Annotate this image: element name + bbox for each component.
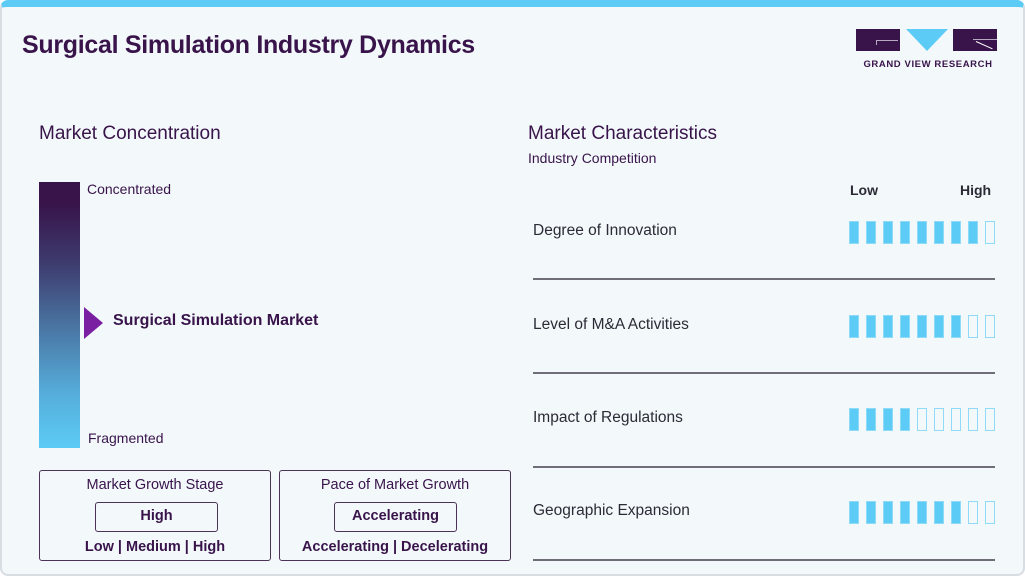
rating-segment-filled: [934, 501, 944, 524]
rating-segment-empty: [934, 408, 944, 431]
industry-competition-subtitle: Industry Competition: [528, 150, 657, 166]
growth-stage-title: Market Growth Stage: [86, 477, 224, 493]
market-concentration-title: Market Concentration: [39, 123, 221, 144]
row-divider: [533, 466, 995, 468]
rating-bar: [849, 221, 995, 244]
rating-segment-filled: [951, 501, 961, 524]
rating-segment-filled: [900, 315, 910, 338]
growth-pace-options: Accelerating | Decelerating: [301, 539, 489, 555]
rating-segment-empty: [985, 408, 995, 431]
row-divider: [533, 278, 995, 280]
rating-segment-filled: [849, 221, 859, 244]
characteristic-label: Impact of Regulations: [533, 409, 683, 426]
rating-segment-filled: [866, 501, 876, 524]
concentrated-label: Concentrated: [87, 181, 172, 197]
rating-segment-empty: [985, 501, 995, 524]
growth-pace-value: Accelerating: [334, 502, 457, 532]
logo-r-line: [973, 39, 997, 40]
rating-segment-empty: [985, 315, 995, 338]
rating-segment-filled: [917, 221, 927, 244]
characteristic-label: Level of M&A Activities: [533, 316, 689, 333]
rating-segment-filled: [883, 501, 893, 524]
rating-segment-filled: [968, 221, 978, 244]
logo-v-triangle: [906, 29, 948, 51]
characteristic-label: Geographic Expansion: [533, 502, 690, 519]
row-divider: [533, 372, 995, 374]
rating-segment-filled: [917, 315, 927, 338]
growth-stage-value: High: [95, 502, 218, 532]
rating-segment-filled: [883, 315, 893, 338]
growth-stage-options: Low | Medium | High: [84, 539, 226, 555]
rating-segment-empty: [917, 408, 927, 431]
rating-segment-empty: [951, 408, 961, 431]
rating-segment-filled: [900, 408, 910, 431]
rating-bar: [849, 501, 995, 524]
rating-segment-empty: [968, 315, 978, 338]
triangle-right-icon: [84, 307, 103, 339]
rating-segment-filled: [883, 221, 893, 244]
market-characteristics-title: Market Characteristics: [528, 123, 717, 144]
rating-segment-filled: [883, 408, 893, 431]
rating-segment-filled: [917, 501, 927, 524]
rating-segment-empty: [968, 408, 978, 431]
rating-segment-filled: [934, 221, 944, 244]
concentration-gradient-bar: [39, 182, 80, 448]
fragmented-label: Fragmented: [88, 430, 164, 446]
page-title: Surgical Simulation Industry Dynamics: [22, 31, 475, 59]
rating-segment-filled: [849, 501, 859, 524]
scale-low-label: Low: [850, 182, 878, 198]
rating-segment-filled: [866, 221, 876, 244]
rating-segment-filled: [934, 315, 944, 338]
rating-segment-filled: [951, 221, 961, 244]
pace-of-growth-box: Pace of Market Growth Accelerating Accel…: [279, 470, 511, 561]
rating-segment-filled: [849, 408, 859, 431]
rating-segment-empty: [968, 501, 978, 524]
rating-bar: [849, 315, 995, 338]
rating-segment-filled: [900, 501, 910, 524]
rating-segment-empty: [985, 221, 995, 244]
grand-view-research-logo: GRAND VIEW RESEARCH: [856, 29, 1000, 77]
growth-pace-title: Pace of Market Growth: [320, 477, 470, 493]
rating-segment-filled: [900, 221, 910, 244]
rating-segment-filled: [866, 315, 876, 338]
logo-g-line: [876, 40, 898, 41]
characteristic-label: Degree of Innovation: [533, 222, 677, 239]
rating-segment-filled: [849, 315, 859, 338]
logo-g-line-vertical: [876, 40, 877, 45]
market-position-label: Surgical Simulation Market: [113, 312, 319, 329]
logo-text: GRAND VIEW RESEARCH: [863, 59, 993, 70]
rating-segment-filled: [866, 408, 876, 431]
rating-bar: [849, 408, 995, 431]
row-divider: [533, 559, 995, 561]
scale-high-label: High: [960, 182, 992, 198]
market-growth-stage-box: Market Growth Stage High Low | Medium | …: [39, 470, 271, 561]
rating-segment-filled: [951, 315, 961, 338]
